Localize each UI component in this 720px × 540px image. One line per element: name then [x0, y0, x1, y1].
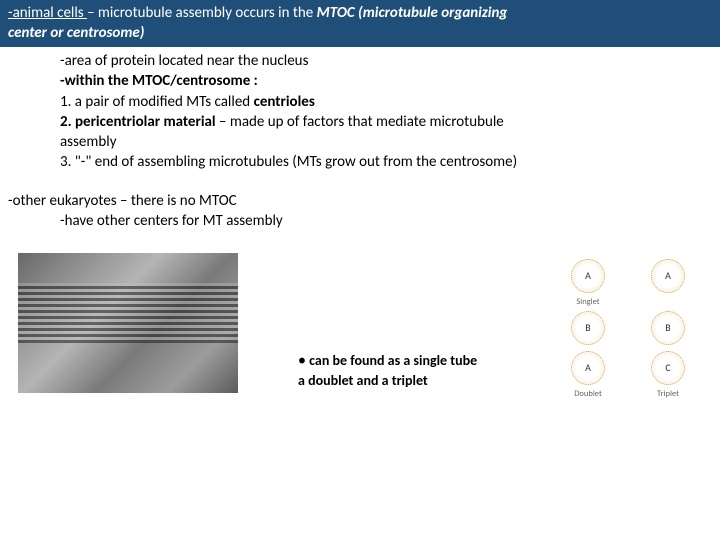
header-underline: -animal cells — [8, 4, 87, 22]
header-bar: -animal cells – microtubule assembly occ… — [0, 0, 720, 47]
diagram-row2: B B — [548, 311, 708, 347]
body-l4: 2. pericentriolar material – made up of … — [8, 112, 712, 132]
electron-micrograph-image — [18, 253, 238, 393]
label-triplet: Triplet — [657, 389, 679, 399]
doublet-stack: B — [571, 311, 605, 347]
s2-l2: -have other centers for MT assembly — [8, 211, 712, 231]
main-content: -area of protein located near the nucleu… — [0, 47, 720, 177]
singlet-col: A Singlet — [558, 259, 618, 307]
label-singlet: Singlet — [576, 297, 599, 307]
label-doublet: Doublet — [574, 389, 602, 399]
body-l4a: 2. pericentriolar material — [60, 113, 219, 131]
body-l3: 1. a pair of modified MTs called centrio… — [8, 92, 712, 112]
section-2: -other eukaryotes – there is no MTOC -ha… — [0, 177, 720, 236]
body-l3a: 1. a pair of modified MTs called — [60, 93, 254, 111]
body-l1: -area of protein located near the nucleu… — [8, 51, 712, 71]
body-l5: assembly — [8, 132, 712, 152]
ring-triplet-A: A — [651, 259, 685, 293]
diagram-row3: A Doublet C Triplet — [548, 351, 708, 399]
header-mid: – microtubule assembly occurs in the — [87, 4, 317, 22]
figures-area: • can be found as a single tube a double… — [0, 253, 720, 453]
doublet-col: B — [558, 311, 618, 347]
body-l2: -within the MTOC/centrosome : — [8, 71, 712, 91]
header-bold1: MTOC (microtubule organizing — [317, 4, 508, 22]
body-l4b: – made up of factors that mediate microt… — [219, 113, 504, 131]
bullet-icon: • — [298, 351, 306, 370]
caption-line1: can be found as a single tube — [309, 352, 477, 369]
ring-singlet-A: A — [571, 259, 605, 293]
doublet-bottom-col: A Doublet — [558, 351, 618, 399]
ring-doublet-A: A — [571, 351, 605, 385]
body-l6: 3. "-" end of assembling microtubules (M… — [8, 152, 712, 172]
triplet-top-col: A — [638, 259, 698, 295]
body-l3b: centrioles — [254, 93, 315, 111]
microtubule-diagram: A Singlet A B B A Doublet C — [548, 259, 708, 429]
triplet-mid-col: B — [638, 311, 698, 347]
ring-triplet-C: C — [651, 351, 685, 385]
ring-triplet-B: B — [651, 311, 685, 345]
header-bold2: center or centrosome) — [8, 24, 144, 42]
caption-line2: a doublet and a triplet — [298, 372, 428, 389]
triplet-bottom-col: C Triplet — [638, 351, 698, 399]
s2-l1: -other eukaryotes – there is no MTOC — [8, 191, 712, 211]
diagram-row1: A Singlet A — [548, 259, 708, 307]
ring-doublet-B: B — [571, 311, 605, 345]
caption-text: • can be found as a single tube a double… — [298, 351, 513, 390]
